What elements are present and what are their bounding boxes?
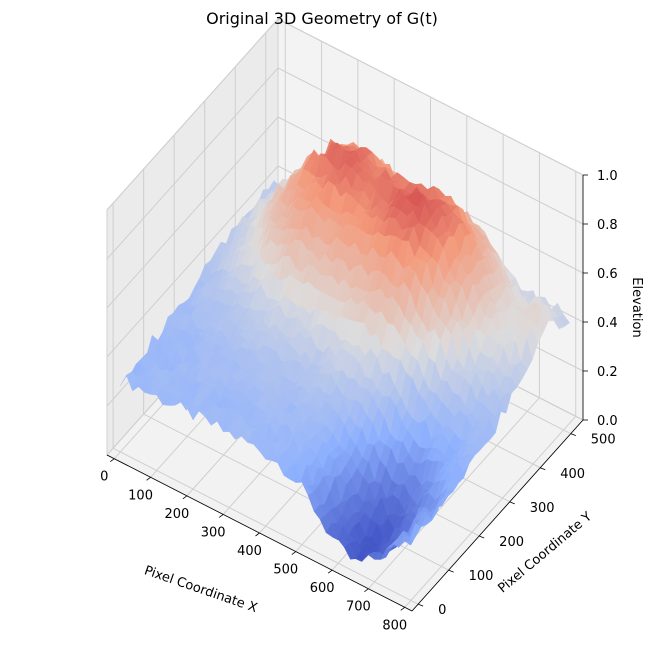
z-tick-label: 0.0 xyxy=(597,414,618,429)
y-tick-mark xyxy=(479,535,485,539)
grid-z xyxy=(106,67,279,260)
grid-z xyxy=(277,67,584,225)
x-tick-label: 700 xyxy=(346,600,371,615)
y-tick-label: 200 xyxy=(499,535,524,550)
surface-facet xyxy=(404,535,417,546)
z-tick-label: 0.6 xyxy=(597,267,618,282)
y-tick-label: 500 xyxy=(591,433,616,448)
x-tick-mark xyxy=(182,495,188,500)
y-tick-label: 100 xyxy=(469,569,494,584)
x-tick-label: 500 xyxy=(273,563,298,578)
x-tick-mark xyxy=(400,606,405,611)
grid-z xyxy=(277,18,584,176)
z-axis-label: Elevation xyxy=(629,277,644,337)
surface-mesh xyxy=(120,138,570,562)
y-tick-label: 300 xyxy=(530,501,555,516)
y-axis-label: Pixel Coordinate Y xyxy=(495,509,595,596)
y-tick-label: 0 xyxy=(438,603,446,618)
grid-z xyxy=(106,116,279,309)
y-tick-mark xyxy=(570,433,576,437)
grid-z xyxy=(106,165,279,358)
x-tick-label: 100 xyxy=(128,488,153,503)
x-tick-label: 300 xyxy=(201,525,226,540)
z-tick-label: 0.2 xyxy=(597,365,618,380)
grid-x xyxy=(404,415,577,608)
y-tick-mark xyxy=(509,501,515,505)
z-tick-label: 1.0 xyxy=(597,169,618,184)
grid-y xyxy=(112,447,419,605)
x-tick-label: 200 xyxy=(164,507,189,522)
x-tick-label: 600 xyxy=(310,581,335,596)
x-tick-mark xyxy=(255,532,260,537)
z-tick-label: 0.4 xyxy=(597,316,618,331)
x-tick-label: 400 xyxy=(237,544,262,559)
y-tick-label: 400 xyxy=(560,467,585,482)
x-tick-mark xyxy=(218,514,224,518)
grid-x xyxy=(368,397,540,590)
z-tick-label: 0.8 xyxy=(597,218,618,233)
x-tick-label: 800 xyxy=(382,618,407,633)
x-tick-mark xyxy=(327,569,333,574)
x-tick-label: 0 xyxy=(100,470,108,485)
grid-z xyxy=(106,18,279,211)
chart-title: Original 3D Geometry of G(t) xyxy=(206,9,438,28)
y-tick-mark xyxy=(448,569,454,573)
x-tick-mark xyxy=(364,588,369,593)
y-tick-mark xyxy=(540,467,546,471)
y-tick-mark xyxy=(417,603,424,607)
x-tick-mark xyxy=(291,551,297,555)
x-axis-label: Pixel Coordinate X xyxy=(142,563,259,616)
y-axis-line xyxy=(411,419,584,612)
x-tick-mark xyxy=(110,458,115,463)
x-tick-mark xyxy=(146,476,151,481)
